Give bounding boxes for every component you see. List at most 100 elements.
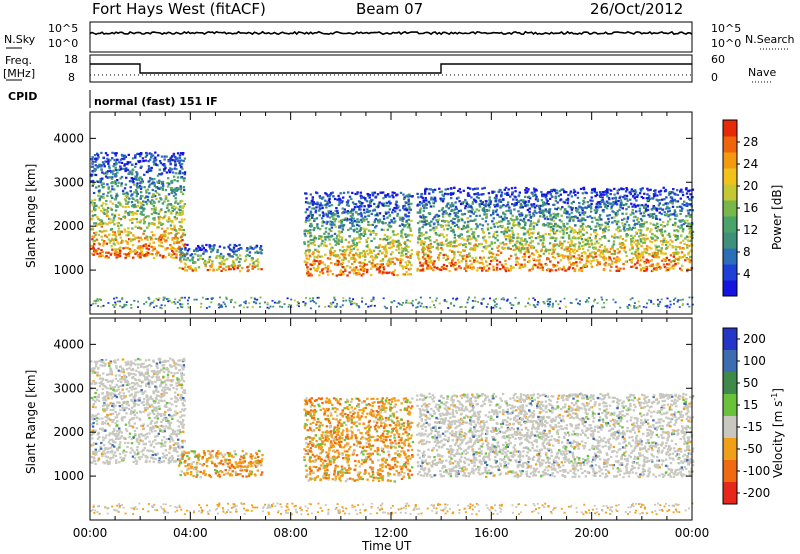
data-cell-power-3	[474, 201, 478, 204]
data-cell-power-3	[553, 215, 556, 218]
data-cell-power-3	[567, 216, 570, 219]
data-cell-power-3	[444, 268, 448, 271]
data-cell-power-3	[593, 247, 596, 250]
data-cell-power-2	[342, 224, 345, 227]
data-cell-power-2	[389, 247, 392, 250]
data-cell-power-0	[153, 218, 156, 221]
data-cell-power-3	[445, 234, 449, 237]
data-cell-power-ground	[503, 298, 506, 301]
data-cell-power-1	[227, 265, 231, 268]
data-cell-power-3	[636, 247, 640, 250]
data-cell-power-1	[186, 249, 190, 252]
data-cell-power-3	[461, 213, 464, 216]
data-cell-power-2	[391, 194, 394, 197]
data-cell-power-0	[118, 161, 121, 164]
data-cell-power-3	[593, 209, 597, 212]
data-cell-power-2	[353, 260, 356, 263]
data-cell-power-3	[678, 219, 682, 222]
data-cell-power-2	[319, 261, 323, 264]
data-cell-power-2	[360, 262, 363, 265]
data-cell-power-3	[495, 259, 499, 262]
data-cell-power-3	[504, 238, 508, 241]
data-cell-power-ground	[551, 305, 554, 308]
data-cell-power-2	[349, 227, 353, 230]
data-cell-power-1	[247, 248, 250, 251]
data-cell-power-0	[100, 249, 103, 252]
data-cell-power-2	[362, 227, 365, 230]
data-cell-power-3	[671, 251, 675, 255]
data-cell-power-3	[580, 235, 583, 238]
data-cell-power-3	[548, 233, 551, 236]
data-cell-power-2	[309, 239, 312, 242]
data-cell-power-3	[606, 223, 609, 226]
data-cell-power-2	[343, 208, 346, 211]
data-cell-power-3	[555, 237, 558, 240]
data-cell-power-3	[658, 207, 661, 210]
data-cell-power-3	[658, 202, 661, 205]
data-cell-power-2	[394, 233, 398, 237]
data-cell-power-3	[594, 211, 597, 214]
data-cell-power-2	[317, 260, 320, 263]
data-cell-power-0	[151, 188, 154, 192]
data-cell-power-0	[178, 156, 182, 159]
data-cell-power-3	[582, 223, 585, 226]
data-cell-power-3	[535, 223, 539, 226]
data-cell-power-0	[175, 232, 178, 235]
data-cell-power-3	[517, 249, 521, 252]
data-cell-power-2	[307, 245, 310, 248]
data-cell-power-0	[114, 154, 117, 157]
data-cell-power-0	[100, 238, 104, 241]
data-cell-power-3	[440, 190, 444, 193]
data-cell-power-3	[570, 240, 573, 243]
data-cell-power-3	[619, 199, 623, 202]
data-cell-power-3	[451, 259, 454, 262]
data-cell-power-3	[652, 267, 656, 270]
data-cell-power-0	[90, 247, 93, 250]
data-cell-power-3	[471, 188, 475, 191]
data-cell-power-3	[463, 227, 466, 230]
data-cell-power-2	[396, 258, 399, 261]
data-cell-power-3	[524, 189, 527, 192]
data-cell-power-0	[129, 240, 133, 243]
data-cell-power-3	[451, 222, 454, 225]
data-cell-power-2	[337, 239, 341, 242]
data-cell-power-2	[402, 254, 405, 257]
data-cell-power-1	[204, 248, 207, 252]
data-cell-power-2	[328, 216, 332, 219]
data-cell-power-3	[614, 199, 618, 202]
data-cell-power-0	[147, 185, 151, 188]
data-cell-power-0	[138, 201, 141, 204]
data-cell-power-3	[442, 256, 445, 259]
data-cell-power-0	[97, 247, 100, 250]
data-cell-power-3	[655, 207, 658, 210]
data-cell-power-3	[629, 193, 632, 196]
data-cell-power-3	[689, 227, 692, 230]
data-cell-power-3	[648, 253, 651, 256]
data-cell-power-2	[347, 260, 350, 263]
data-cell-power-3	[453, 253, 456, 256]
data-cell-power-3	[505, 209, 508, 213]
data-cell-power-3	[529, 232, 532, 235]
data-cell-power-0	[99, 222, 103, 225]
data-cell-power-3	[606, 188, 609, 191]
data-cell-power-3	[639, 252, 643, 255]
data-cell-power-3	[655, 268, 658, 271]
data-cell-power-3	[683, 254, 686, 257]
data-cell-power-2	[330, 235, 333, 238]
data-cell-power-3	[530, 236, 533, 239]
data-cell-power-3	[623, 229, 626, 232]
data-cell-power-0	[180, 240, 183, 243]
data-cell-power-2	[400, 232, 403, 235]
data-cell-power-3	[686, 219, 689, 222]
data-cell-power-3	[536, 250, 539, 254]
data-cell-power-0	[116, 179, 119, 182]
data-cell-power-2	[356, 268, 360, 271]
data-cell-power-0	[179, 152, 183, 155]
data-cell-power-3	[428, 222, 431, 225]
data-cell-power-3	[432, 269, 435, 272]
data-cell-power-3	[421, 269, 424, 272]
data-cell-power-3	[669, 254, 673, 257]
data-cell-power-3	[508, 222, 511, 225]
data-cell-power-2	[351, 208, 354, 211]
data-cell-power-3	[527, 244, 531, 247]
